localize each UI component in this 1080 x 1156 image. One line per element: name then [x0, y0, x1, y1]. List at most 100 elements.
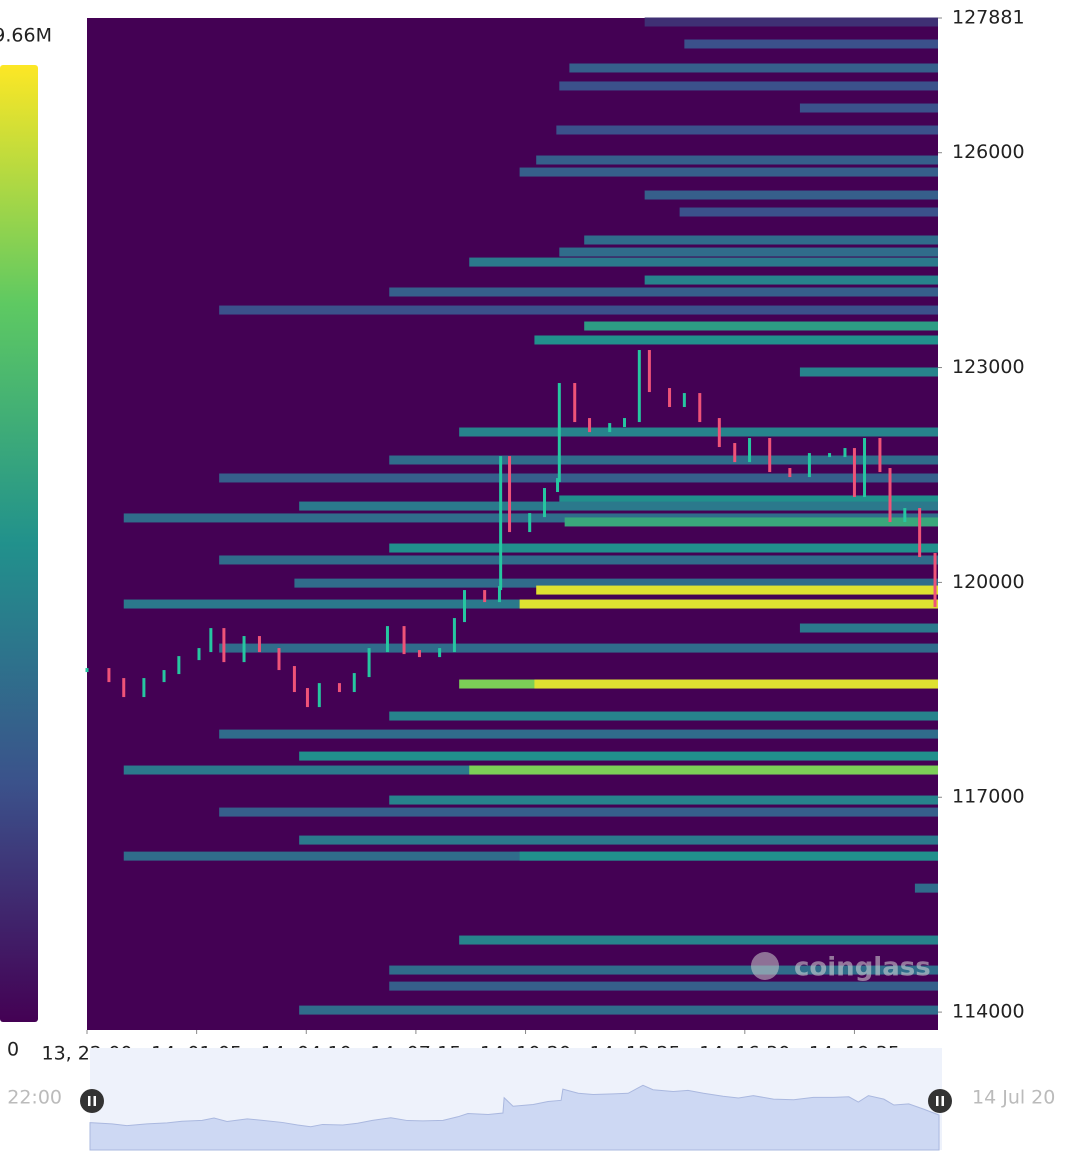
candle: [556, 478, 560, 493]
candle: [588, 418, 592, 433]
candle: [177, 656, 181, 675]
candle: [863, 438, 867, 498]
candle: [452, 618, 456, 653]
heat-band: [914, 883, 938, 893]
candle: [417, 650, 421, 658]
heat-band: [459, 427, 938, 437]
colorbar: [0, 65, 38, 1022]
heat-band: [389, 455, 939, 465]
y-tick-label: 117000: [952, 786, 1025, 808]
candle: [257, 636, 261, 653]
candle: [385, 626, 389, 653]
watermark-text: coinglass: [794, 953, 931, 983]
candle: [647, 350, 651, 393]
candle: [557, 383, 561, 483]
candle: [209, 628, 213, 653]
candle: [197, 648, 201, 661]
heat-band: [799, 103, 938, 113]
heat-band: [534, 335, 938, 345]
handle[interactable]: [928, 1089, 952, 1113]
heat-band: [584, 235, 938, 245]
candle: [852, 448, 856, 498]
candle: [242, 636, 246, 663]
candle: [337, 683, 341, 693]
candle: [305, 688, 309, 708]
heat-band: [519, 167, 938, 177]
candle: [317, 683, 321, 708]
range-area: [89, 1084, 940, 1151]
y-tick-label: 127881: [952, 7, 1025, 29]
heat-band: [684, 39, 938, 49]
candle: [497, 586, 501, 603]
candle: [668, 388, 672, 408]
handle[interactable]: [80, 1089, 104, 1113]
y-tick-label: 123000: [952, 356, 1025, 378]
heat-band: [389, 981, 939, 991]
candle: [623, 418, 627, 428]
heat-band: [799, 367, 938, 377]
range-start: , 22:00: [0, 1087, 62, 1109]
candle: [142, 678, 146, 698]
heat-band: [299, 835, 939, 845]
range-handle-right[interactable]: [928, 1089, 952, 1113]
heat-band: [219, 473, 938, 483]
candle: [107, 668, 111, 683]
heat-band: [389, 711, 939, 721]
watermark-icon: [751, 952, 779, 980]
heat-band: [299, 501, 939, 511]
heat-band: [469, 765, 938, 775]
candle: [508, 456, 512, 533]
heat-band: [536, 585, 938, 595]
candle: [768, 438, 772, 473]
heat-band: [534, 679, 938, 689]
y-tick-label: 120000: [952, 571, 1025, 593]
heat-band: [389, 965, 939, 975]
candle: [462, 590, 466, 623]
candle: [499, 456, 503, 591]
candle: [717, 418, 721, 448]
candle: [402, 626, 406, 655]
candle: [888, 468, 892, 523]
heat-band: [564, 517, 938, 527]
heat-band: [559, 81, 938, 91]
heat-band: [799, 623, 938, 633]
heat-band: [536, 155, 938, 165]
heat-band: [219, 729, 938, 739]
heat-band: [389, 287, 939, 297]
candle: [528, 513, 532, 533]
heat-band: [219, 643, 938, 653]
heat-band: [559, 495, 938, 505]
candle: [162, 670, 166, 683]
candle: [918, 508, 922, 558]
heat-band: [469, 257, 938, 267]
y-tick-label: 126000: [952, 141, 1025, 163]
heat-band: [459, 935, 938, 945]
candle: [483, 590, 487, 603]
heat-band: [644, 275, 938, 285]
candle: [438, 648, 442, 658]
colorbar-min: 0: [7, 1039, 19, 1061]
candle: [637, 350, 641, 423]
handle-grip: [93, 1096, 96, 1106]
candle: [878, 438, 882, 473]
candle: [807, 453, 811, 478]
candle: [573, 383, 577, 423]
candle: [222, 628, 226, 663]
candle: [292, 666, 296, 693]
candle: [122, 678, 126, 698]
heat-band: [389, 543, 939, 553]
heat-band: [219, 807, 938, 817]
heat-band: [519, 851, 938, 861]
range-handle-left[interactable]: [80, 1089, 104, 1113]
heat-band: [299, 1005, 939, 1015]
candle: [843, 448, 847, 458]
heat-band: [294, 578, 938, 588]
candle: [682, 393, 686, 408]
heat-band: [299, 751, 939, 761]
heat-band: [644, 17, 938, 27]
candle: [608, 423, 612, 433]
watermark: coinglass: [751, 952, 931, 983]
heat-band: [219, 555, 938, 565]
handle-grip: [88, 1096, 91, 1106]
